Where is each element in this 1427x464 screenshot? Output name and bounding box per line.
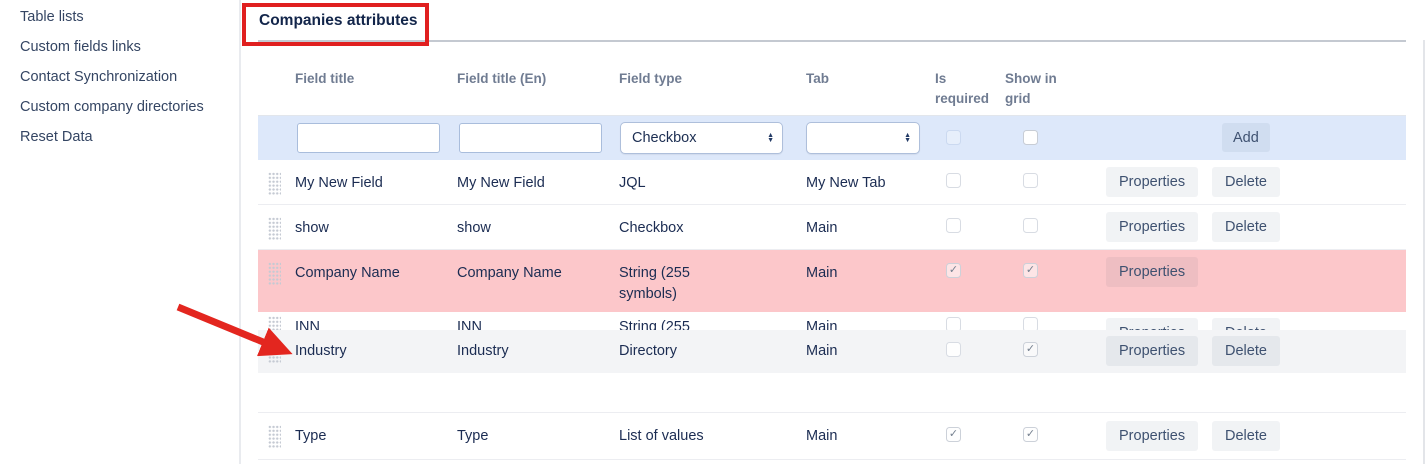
table-row-my-new-field: My New Field My New Field JQL My New Tab… <box>258 160 1406 205</box>
column-header-field-title-en: Field title (En) <box>457 71 547 86</box>
table-row-inn-clipped: INN INN String (255 symbols) Main Proper… <box>258 312 1406 330</box>
sidebar: Table lists Custom fields links Contact … <box>20 2 230 152</box>
delete-button[interactable]: Delete <box>1212 421 1280 451</box>
companies-attributes-table: Field title Field title (En) Field type … <box>258 57 1406 460</box>
cell-field-title-en: Industry <box>457 343 509 359</box>
show-in-grid-checkbox[interactable] <box>1023 173 1038 188</box>
field-title-en-input[interactable] <box>459 123 602 153</box>
cell-field-title-en: INN <box>457 319 482 330</box>
table-row-type: Type Type List of values Main ✓ ✓ Proper… <box>258 412 1406 460</box>
cell-field-title: My New Field <box>295 175 383 191</box>
cell-tab: My New Tab <box>806 175 886 191</box>
is-required-checkbox[interactable] <box>946 317 961 330</box>
table-row-company-name-selected: Company Name Company Name String (255 sy… <box>258 250 1406 312</box>
cell-field-type: String (255 symbols) <box>619 265 690 302</box>
cell-field-type: Checkbox <box>619 220 684 236</box>
page-title: Companies attributes <box>259 12 418 29</box>
title-divider <box>258 40 1406 42</box>
cell-field-title: Company Name <box>295 265 400 281</box>
column-header-show-in-grid: Show in grid <box>1005 71 1057 106</box>
is-required-checkbox[interactable] <box>946 218 961 233</box>
content-area: Companies attributes Field title Field t… <box>258 0 1406 464</box>
red-highlight-box-annotation <box>242 3 429 46</box>
cell-field-title-en: show <box>457 220 491 236</box>
table-header-row: Field title Field title (En) Field type … <box>258 57 1406 115</box>
is-required-checkbox[interactable] <box>946 130 961 145</box>
sidebar-item-table-lists[interactable]: Table lists <box>20 9 84 25</box>
cell-tab: Main <box>806 319 838 330</box>
delete-button[interactable]: Delete <box>1212 212 1280 242</box>
delete-button[interactable]: Delete <box>1212 336 1280 366</box>
field-type-select[interactable]: Checkbox ▲ ▼ <box>620 122 783 154</box>
drop-gap <box>258 373 1406 412</box>
check-icon: ✓ <box>1025 428 1036 440</box>
cell-field-type: String (255 symbols) <box>619 319 690 330</box>
show-in-grid-checkbox[interactable] <box>1023 130 1038 145</box>
table-row-show: show show Checkbox Main Properties Delet… <box>258 205 1406 250</box>
cell-field-type: Directory <box>619 343 678 359</box>
delete-button[interactable]: Delete <box>1212 318 1280 330</box>
select-arrows-icon: ▲ ▼ <box>904 131 911 144</box>
select-arrows-icon: ▲ ▼ <box>767 131 774 144</box>
drag-handle-icon[interactable] <box>268 262 281 285</box>
cell-field-type: List of values <box>619 428 704 444</box>
field-type-select-value: Checkbox <box>632 130 697 146</box>
drag-handle-icon[interactable] <box>268 316 281 330</box>
sidebar-item-contact-synchronization[interactable]: Contact Synchronization <box>20 69 178 85</box>
show-in-grid-checkbox[interactable] <box>1023 317 1038 330</box>
show-in-grid-checkbox[interactable]: ✓ <box>1023 263 1038 278</box>
properties-button[interactable]: Properties <box>1106 318 1199 330</box>
drag-handle-icon[interactable] <box>268 172 281 195</box>
tab-select[interactable]: ▲ ▼ <box>806 122 920 154</box>
drag-handle-icon[interactable] <box>268 425 281 448</box>
check-icon: ✓ <box>1025 343 1036 355</box>
column-header-field-type: Field type <box>619 71 683 86</box>
add-button[interactable]: Add <box>1222 123 1270 152</box>
properties-button[interactable]: Properties <box>1106 212 1199 242</box>
cell-field-title-en: Company Name <box>457 265 562 281</box>
sidebar-divider <box>239 0 241 464</box>
cell-field-type: JQL <box>619 175 646 191</box>
properties-button[interactable]: Properties <box>1106 167 1199 197</box>
cell-field-title-en: Type <box>457 428 489 444</box>
column-header-field-title: Field title <box>295 71 355 86</box>
properties-button[interactable]: Properties <box>1106 336 1199 366</box>
is-required-checkbox[interactable]: ✓ <box>946 263 961 278</box>
is-required-checkbox[interactable] <box>946 173 961 188</box>
sidebar-item-custom-fields-links[interactable]: Custom fields links <box>20 39 141 55</box>
delete-button[interactable]: Delete <box>1212 167 1280 197</box>
check-icon: ✓ <box>948 428 959 440</box>
is-required-checkbox[interactable] <box>946 342 961 357</box>
column-header-tab: Tab <box>806 71 829 86</box>
drag-handle-icon[interactable] <box>268 217 281 240</box>
cell-tab: Main <box>806 265 838 281</box>
table-row-industry-dragging: Industry Industry Directory Main ✓ Prope… <box>258 330 1406 373</box>
column-header-is-required: Is required <box>935 71 990 106</box>
show-in-grid-checkbox[interactable] <box>1023 218 1038 233</box>
check-icon: ✓ <box>948 264 959 276</box>
is-required-checkbox[interactable]: ✓ <box>946 427 961 442</box>
cell-field-title: Industry <box>295 343 347 359</box>
properties-button[interactable]: Properties <box>1106 421 1199 451</box>
check-icon: ✓ <box>1025 264 1036 276</box>
cell-field-title: show <box>295 220 329 236</box>
properties-button[interactable]: Properties <box>1106 257 1199 287</box>
show-in-grid-checkbox[interactable]: ✓ <box>1023 342 1038 357</box>
cell-tab: Main <box>806 428 838 444</box>
cell-tab: Main <box>806 343 838 359</box>
cell-field-title: Type <box>295 428 327 444</box>
scrollbar-track[interactable] <box>1423 40 1425 464</box>
field-title-input[interactable] <box>297 123 440 153</box>
cell-field-title: INN <box>295 319 320 330</box>
cell-tab: Main <box>806 220 838 236</box>
cell-field-title-en: My New Field <box>457 175 545 191</box>
sidebar-item-reset-data[interactable]: Reset Data <box>20 129 93 145</box>
sidebar-item-custom-company-directories[interactable]: Custom company directories <box>20 99 204 115</box>
add-field-row: Checkbox ▲ ▼ ▲ ▼ <box>258 115 1406 160</box>
show-in-grid-checkbox[interactable]: ✓ <box>1023 427 1038 442</box>
red-arrow-annotation <box>176 303 293 357</box>
